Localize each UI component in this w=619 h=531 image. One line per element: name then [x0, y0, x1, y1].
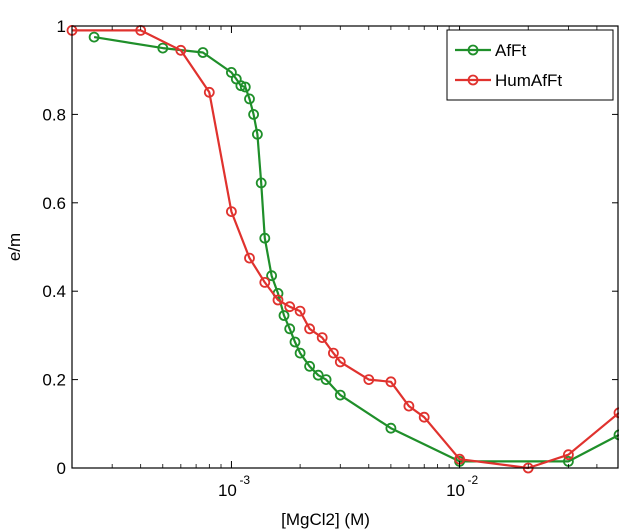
- data-point: [259, 276, 271, 288]
- data-point: [327, 347, 339, 359]
- data-point: [255, 177, 267, 189]
- legend-box: [446, 29, 614, 101]
- y-tick-label: 0.2: [42, 371, 66, 390]
- x-tick-label: 10: [218, 481, 237, 500]
- x-tick-label: 10: [446, 481, 465, 500]
- y-tick-label: 0: [57, 459, 66, 478]
- data-point: [294, 347, 306, 359]
- data-point: [385, 422, 397, 434]
- data-point: [289, 336, 301, 348]
- data-point: [320, 374, 332, 386]
- data-point: [235, 80, 247, 92]
- legend-swatch-marker: [467, 44, 479, 56]
- series-layer: [66, 24, 619, 474]
- y-tick-label: 1: [57, 17, 66, 36]
- data-point: [239, 81, 251, 93]
- y-tick-label: 0.6: [42, 194, 66, 213]
- plot-frame: [71, 25, 619, 469]
- data-point: [284, 323, 296, 335]
- data-point: [203, 86, 215, 98]
- data-point: [312, 369, 324, 381]
- data-point: [294, 305, 306, 317]
- series-afft: [88, 31, 619, 467]
- data-point: [248, 109, 260, 120]
- legend-item-afft: AfFt: [455, 41, 526, 60]
- data-point: [244, 252, 255, 264]
- data-point: [251, 128, 263, 140]
- data-point: [304, 323, 316, 335]
- legend: AfFt HumAfFt: [446, 29, 614, 101]
- data-point: [157, 42, 169, 54]
- x-tick-exponent: -3: [239, 473, 250, 487]
- legend-label: HumAfFt: [495, 71, 562, 90]
- data-point: [175, 44, 187, 56]
- data-point: [316, 332, 328, 344]
- data-point: [225, 206, 237, 218]
- data-point: [334, 356, 346, 368]
- data-point: [244, 93, 255, 105]
- data-point: [197, 47, 209, 58]
- series-line: [93, 36, 619, 463]
- data-point: [272, 294, 284, 306]
- data-point: [563, 449, 574, 461]
- data-point: [278, 310, 290, 321]
- data-point: [334, 389, 346, 401]
- legend-swatch-marker: [467, 74, 479, 86]
- data-point: [88, 31, 100, 43]
- y-axis-label: e/m: [5, 233, 24, 261]
- data-point: [385, 376, 397, 388]
- series-line: [72, 29, 619, 470]
- y-tick-label: 0.4: [42, 282, 66, 301]
- data-point: [259, 232, 271, 244]
- data-point: [266, 270, 278, 282]
- data-point: [284, 301, 296, 313]
- data-point: [613, 407, 619, 419]
- x-tick-exponent: -2: [468, 473, 479, 487]
- legend-label: AfFt: [495, 41, 526, 60]
- data-point: [304, 360, 316, 372]
- legend-item-humafft: HumAfFt: [455, 71, 562, 90]
- y-tick-label: 0.8: [42, 105, 66, 124]
- data-point: [613, 429, 619, 441]
- data-point: [403, 400, 415, 412]
- data-point: [418, 411, 430, 423]
- data-point: [363, 374, 375, 386]
- x-axis-label: [MgCl2] (M): [281, 510, 370, 529]
